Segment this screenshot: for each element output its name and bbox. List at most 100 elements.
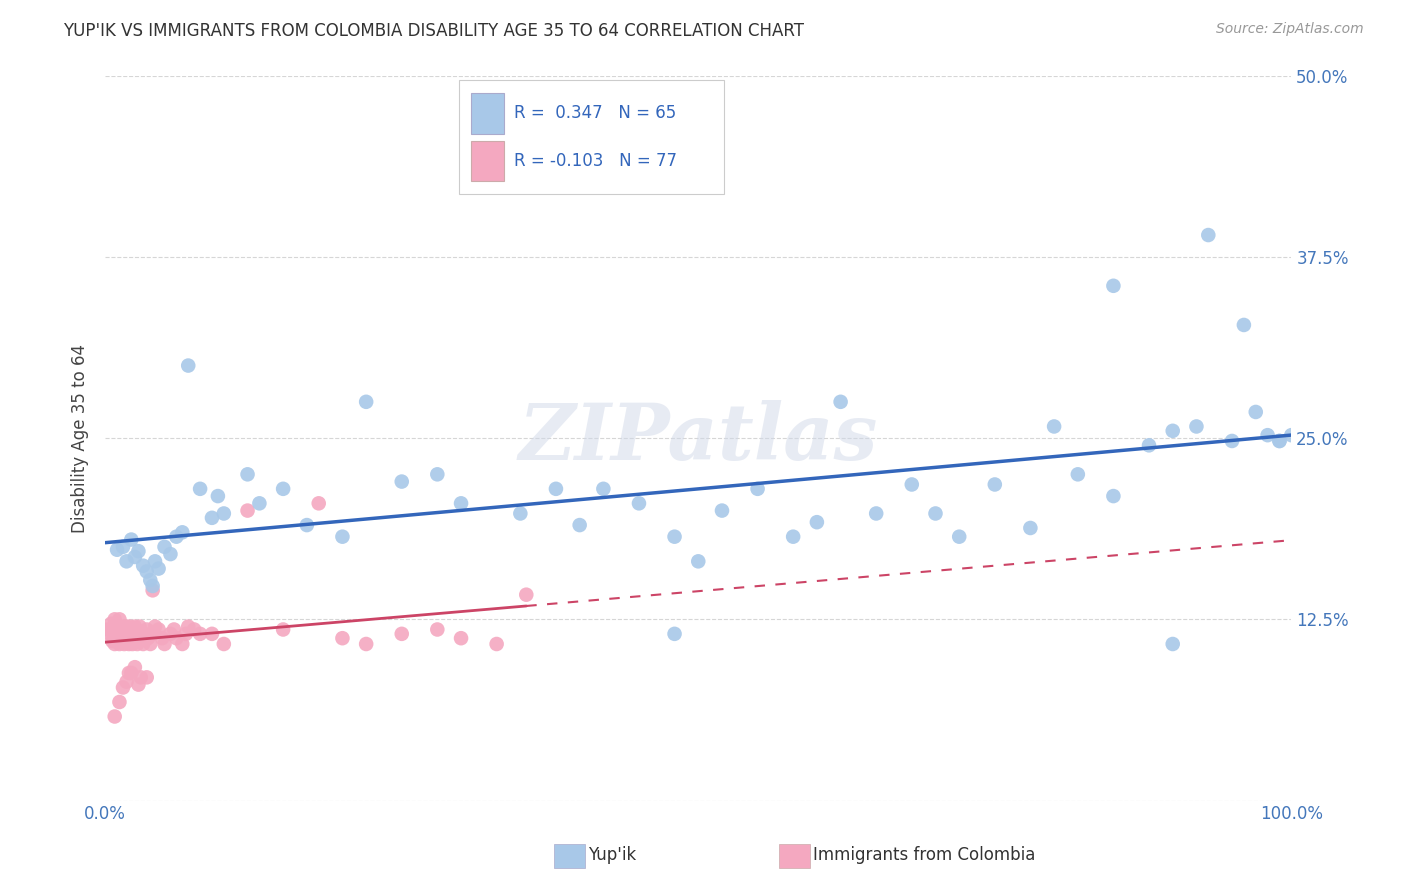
Point [236,503,259,517]
Point [450,496,472,510]
Point [1197,227,1219,242]
Point [105,631,128,645]
Point [127,544,149,558]
Y-axis label: Disability Age 35 to 64: Disability Age 35 to 64 [72,343,89,533]
Point [115,619,138,633]
Point [159,547,181,561]
Point [122,627,145,641]
Point [117,623,139,637]
Point [332,530,354,544]
Point [509,507,531,521]
Text: Immigrants from Colombia: Immigrants from Colombia [813,847,1035,864]
Point [165,631,187,645]
Point [143,554,166,568]
Point [105,619,128,633]
Point [139,573,162,587]
Point [177,619,200,633]
Point [110,627,132,641]
Point [135,623,157,637]
Point [201,511,224,525]
Point [1279,428,1302,442]
Point [172,525,194,540]
Point [1185,419,1208,434]
Point [142,583,165,598]
Point [806,515,828,529]
Point [107,623,129,637]
Point [711,503,734,517]
Point [139,637,162,651]
Point [104,612,127,626]
Point [120,665,142,680]
Point [135,565,157,579]
Point [153,540,176,554]
Point [142,627,165,641]
Point [104,637,127,651]
Point [111,619,134,633]
Point [115,631,138,645]
Point [118,627,141,641]
Point [1102,278,1125,293]
Point [188,627,211,641]
Point [129,670,152,684]
Point [143,619,166,633]
Point [124,619,146,633]
Point [1019,521,1042,535]
Point [136,631,159,645]
Point [174,627,197,641]
Point [271,623,294,637]
Point [115,674,138,689]
Point [450,631,472,645]
Point [127,627,149,641]
Point [568,518,591,533]
Point [101,634,124,648]
Point [544,482,567,496]
Point [515,588,537,602]
Text: R =  0.347   N = 65: R = 0.347 N = 65 [515,104,676,122]
Point [150,631,173,645]
Point [295,518,318,533]
Point [115,554,138,568]
Point [485,637,508,651]
Point [1257,428,1279,442]
Point [688,554,710,568]
Point [163,623,186,637]
Point [207,489,229,503]
Text: Source: ZipAtlas.com: Source: ZipAtlas.com [1216,22,1364,37]
Text: Yup'ik: Yup'ik [588,847,636,864]
FancyBboxPatch shape [458,80,724,194]
Point [212,637,235,651]
Point [354,394,377,409]
Point [664,627,686,641]
Point [104,709,127,723]
Point [100,616,122,631]
Point [924,507,946,521]
Point [308,496,330,510]
Point [125,623,148,637]
Point [120,533,142,547]
Point [120,631,142,645]
Point [124,549,146,564]
Point [148,623,170,637]
Point [1137,438,1160,452]
Point [108,637,131,651]
Point [148,561,170,575]
Point [118,665,141,680]
Point [111,623,134,637]
Point [354,637,377,651]
Point [132,637,155,651]
Point [249,496,271,510]
Point [1161,637,1184,651]
Point [1268,434,1291,448]
Point [332,631,354,645]
Point [129,631,152,645]
Point [159,627,181,641]
Point [177,359,200,373]
Point [1268,434,1291,448]
Point [865,507,887,521]
Point [104,627,127,641]
Point [124,631,146,645]
Point [183,623,205,637]
Point [127,677,149,691]
Point [172,637,194,651]
Point [747,482,769,496]
